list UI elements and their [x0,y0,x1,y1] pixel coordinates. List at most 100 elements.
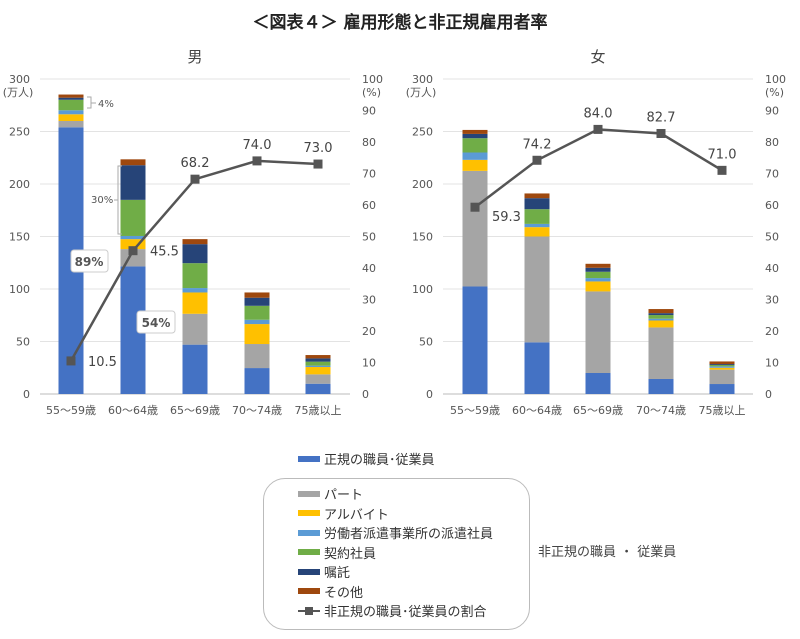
legend-label: その他 [324,585,364,601]
x-tick-label: 75歳以上 [699,404,746,417]
bar-segment [305,355,331,359]
legend-item-part: パート [298,484,363,503]
legend-label: 労働者派遣事業所の派遣社員 [324,527,494,542]
y-left-tick-label: 0 [426,388,433,401]
ratio-marker [128,246,138,256]
bar-segment [709,366,735,368]
bar-segment [182,288,208,293]
y-left-tick-label: 300 [9,73,30,86]
y-right-tick-label: 30 [765,294,779,307]
y-left-tick-label: 50 [419,336,433,349]
bar-segment [462,286,488,394]
callout-label: 89% [75,255,104,269]
legend-label: 契約社員 [324,546,377,562]
legend-group-label: 非正規の職員 ・ 従業員 [538,545,677,560]
y-right-tick-label: 30 [362,294,376,307]
y-left-tick-label: 250 [9,126,30,139]
bar-segment [182,344,208,394]
y-left-tick-label: 200 [9,178,30,191]
y-left-unit: (万人) [3,86,34,99]
charts-svg: 男050100150200250300(万人)01020304050607080… [3,48,786,417]
bar-segment [524,236,550,343]
legend-item-arbeit: アルバイト [298,504,389,523]
bar-segment [709,384,735,394]
y-right-tick-label: 40 [765,262,779,275]
bar-segment [244,305,270,320]
ratio-data-label: 59.3 [492,210,521,225]
bar-segment [305,361,331,366]
bar-segment [648,320,674,328]
legend-group-box [263,478,530,630]
bar-segment [585,281,611,292]
bar-segment [462,129,488,134]
y-right-tick-label: 100 [765,73,786,86]
x-tick-label: 75歳以上 [295,404,342,417]
bar-segment [648,309,674,314]
legend-item-ratio: 非正規の職員･従業員の割合 [298,601,487,620]
ratio-marker [190,174,200,184]
legend-line-marker [298,606,320,615]
ratio-data-label: 71.0 [708,147,737,162]
bar-segment [585,291,611,373]
y-right-tick-label: 10 [362,357,376,370]
ratio-line [474,128,723,209]
bar-segment [305,383,331,394]
ratio-data-label: 68.2 [181,156,210,171]
chart-title: 女 [590,48,605,66]
bar-segment [524,198,550,210]
ratio-data-label: 73.0 [304,141,333,156]
callout-box [70,249,109,273]
legend-swatch [298,455,320,462]
x-tick-label: 65～69歳 [170,404,220,417]
y-right-tick-label: 80 [765,136,779,149]
y-right-tick-label: 50 [765,231,779,244]
bar-segment [58,114,84,121]
y-right-tick-label: 60 [362,199,376,212]
y-right-tick-label: 0 [765,388,772,401]
bar-segment [120,165,146,200]
bar-segment [585,373,611,394]
bar-segment [585,271,611,279]
bar-segment [524,227,550,237]
y-right-unit: (%) [362,86,381,99]
bar-segment [244,319,270,325]
bar-segment [182,263,208,289]
legend-label: 非正規の職員･従業員の割合 [324,605,487,620]
y-left-tick-label: 0 [23,388,30,401]
bar-segment [648,318,674,321]
annotation-label: 30% [91,195,113,206]
bar-segment [182,239,208,245]
ratio-marker [717,165,727,175]
bar-segment [462,170,488,287]
legend-label: パート [324,488,364,503]
x-tick-label: 55～59歳 [46,404,96,417]
bar-segment [182,244,208,264]
bar-segment [58,99,84,111]
bar-segment [709,361,735,365]
bar-segment [58,121,84,128]
bar-segment [305,374,331,384]
y-left-tick-label: 100 [412,283,433,296]
y-right-tick-label: 20 [362,325,376,338]
y-right-tick-label: 70 [362,168,376,181]
ratio-marker [656,128,666,138]
y-right-tick-label: 40 [362,262,376,275]
ratio-data-label: 74.2 [523,137,552,152]
bar-segment [585,278,611,282]
bar-segment [524,223,550,228]
y-right-tick-label: 10 [765,357,779,370]
x-tick-label: 65～69歳 [573,404,623,417]
y-left-unit: (万人) [406,86,437,99]
bar-segment [182,313,208,345]
y-right-tick-label: 100 [362,73,383,86]
legend-swatch [298,549,320,555]
x-tick-label: 60～64歳 [512,404,562,417]
ratio-marker [313,159,323,169]
bar-segment [648,313,674,316]
ratio-data-label: 74.0 [243,138,272,153]
bar-segment [182,292,208,314]
ratio-data-label: 84.0 [584,106,613,121]
bar-segment [709,367,735,370]
x-tick-label: 55～59歳 [450,404,500,417]
